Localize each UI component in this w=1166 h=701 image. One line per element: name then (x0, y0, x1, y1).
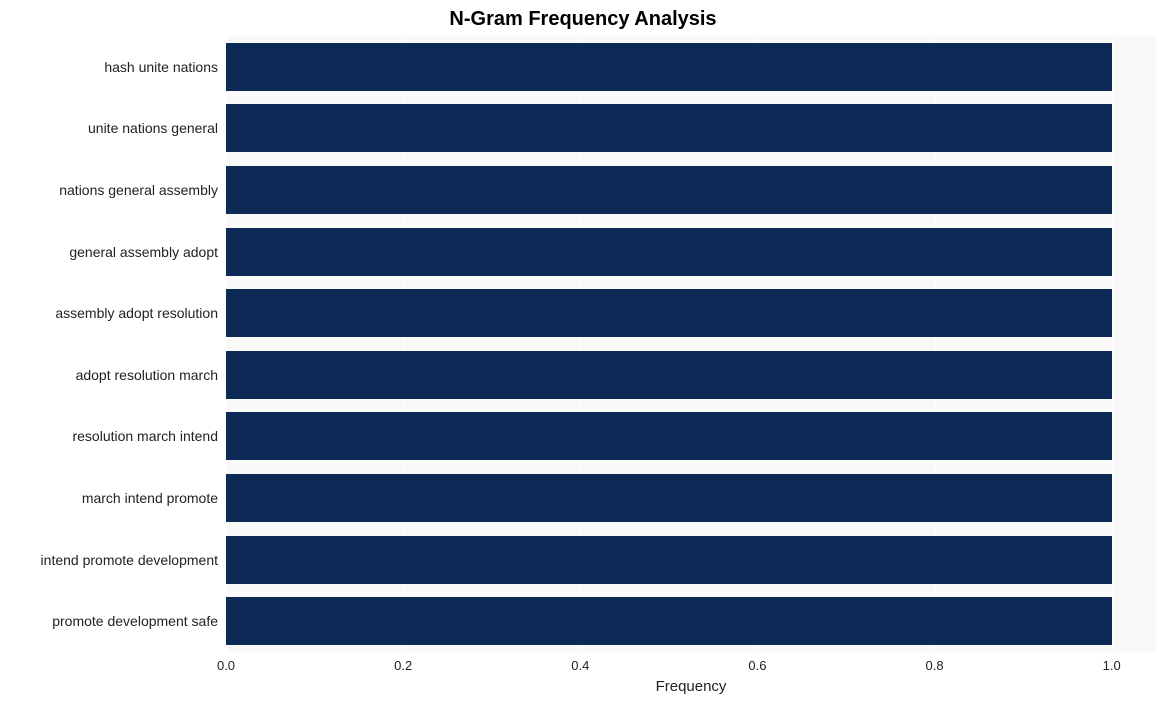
bar (226, 474, 1112, 522)
x-tick-label: 1.0 (1103, 658, 1121, 673)
bar (226, 43, 1112, 91)
y-tick-label: hash unite nations (104, 59, 218, 75)
bar (226, 412, 1112, 460)
y-tick-label: general assembly adopt (69, 244, 218, 260)
grid-line (1112, 36, 1113, 652)
y-tick-label: intend promote development (41, 552, 218, 568)
y-tick-label: resolution march intend (72, 428, 218, 444)
y-tick-label: nations general assembly (59, 182, 218, 198)
bar (226, 597, 1112, 645)
x-axis-title: Frequency (226, 678, 1156, 695)
x-tick-label: 0.8 (926, 658, 944, 673)
x-tick-label: 0.4 (571, 658, 589, 673)
x-tick-label: 0.2 (394, 658, 412, 673)
bar (226, 166, 1112, 214)
x-tick-label: 0.0 (217, 658, 235, 673)
y-tick-label: march intend promote (82, 490, 218, 506)
bar (226, 104, 1112, 152)
chart-title: N-Gram Frequency Analysis (0, 8, 1166, 31)
bar (226, 228, 1112, 276)
bar (226, 536, 1112, 584)
bar (226, 351, 1112, 399)
x-tick-label: 0.6 (748, 658, 766, 673)
y-tick-label: promote development safe (52, 613, 218, 629)
ngram-frequency-chart: N-Gram Frequency Analysis Frequency 0.00… (0, 0, 1166, 701)
y-tick-label: unite nations general (88, 120, 218, 136)
plot-area: Frequency 0.00.20.40.60.81.0hash unite n… (226, 36, 1156, 652)
y-tick-label: adopt resolution march (76, 367, 218, 383)
y-tick-label: assembly adopt resolution (55, 305, 218, 321)
bar (226, 289, 1112, 337)
